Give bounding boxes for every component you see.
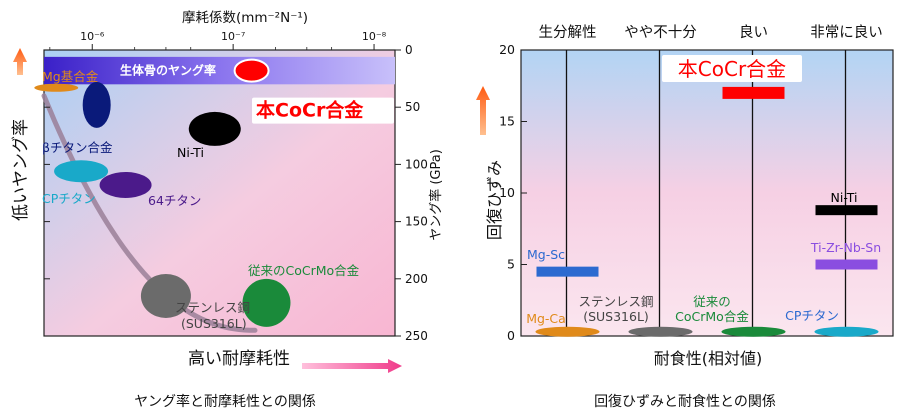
chart-strain-corrosion: 0 5 10 15 20 生分解性 やや不十分 良い 非常に良い 本CoCr合金 Ni-Ti Ti… — [476, 24, 894, 410]
point-label: 64チタン — [148, 193, 201, 208]
point-label: Ni-Ti — [177, 145, 204, 160]
points-right — [535, 86, 879, 337]
point-right — [814, 326, 879, 337]
highlight-label-box — [252, 97, 394, 124]
point-right — [536, 266, 599, 277]
point-right — [535, 326, 600, 337]
y-tick-label-r: 0 — [507, 328, 515, 343]
category-labels: 生分解性 やや不十分 良い 非常に良い — [539, 24, 883, 41]
point-left — [140, 273, 191, 318]
highlight-label-box-r — [662, 55, 802, 82]
points-left — [34, 58, 291, 327]
x-axis-title-top: 摩耗係数(mm⁻²N⁻¹) — [182, 9, 308, 26]
point-label: CPチタン — [42, 191, 96, 206]
y-tick-label: 0 — [405, 43, 413, 57]
y-tick-label: 100 — [405, 157, 428, 171]
x-tick-label: 10⁻⁷ — [221, 30, 245, 43]
x-axis-title-right-chart: 耐食性(相対値) — [654, 349, 763, 368]
point-left — [34, 83, 79, 92]
point-right — [628, 326, 693, 337]
y-tick-label-r: 5 — [507, 257, 515, 272]
x-tick-label: 10⁻⁶ — [80, 30, 105, 43]
y-tick-label: 250 — [405, 329, 428, 343]
point-label: βチタン合金 — [42, 140, 113, 155]
point-label-r: Mg-Sc — [527, 247, 565, 262]
left-direction-label: 低いヤング率 — [11, 119, 31, 221]
y-tick-label-r: 15 — [499, 114, 515, 129]
category-label: 生分解性 — [539, 24, 597, 41]
y-axis-title-right-chart: 回復ひずみ — [485, 160, 504, 240]
point-right — [815, 259, 878, 270]
bone-band-label: 生体骨のヤング率 — [120, 63, 216, 78]
bottom-direction-label: 高い耐摩耗性 — [188, 349, 290, 369]
point-right — [721, 326, 786, 337]
point-labels-right: 本CoCr合金 Ni-Ti Ti-Zr-Nb-Sn Mg-Sc Mg-Ca ステンレス鋼(… — [526, 55, 881, 326]
category-label: やや不十分 — [624, 24, 697, 41]
point-label-secondary: (SUS316L) — [181, 316, 247, 331]
point-label-r: Mg-Ca — [526, 311, 566, 326]
y-tick-label-r: 10 — [499, 185, 515, 200]
point-left — [242, 278, 291, 327]
point-label-r: Ti-Zr-Nb-Sn — [810, 240, 881, 255]
point-right — [815, 205, 878, 216]
point-label: ステンレス鋼 — [175, 300, 250, 315]
y-tick-label: 200 — [405, 272, 428, 286]
point-labels-left: 本CoCr合金 Mg基合金 βチタン合金 Ni-Ti CPチタン 64チタンステンレス鋼(… — [42, 69, 394, 331]
point-left — [233, 58, 270, 83]
point-label: Mg基合金 — [42, 69, 99, 84]
y-axis-title-right: ヤング率 (GPa) — [428, 149, 444, 241]
bone-band-rect — [44, 56, 395, 85]
y-tick-label: 150 — [405, 215, 428, 229]
point-label-r-secondary: CoCrMo合金 — [675, 309, 749, 324]
category-label: 非常に良い — [810, 24, 883, 41]
point-left — [99, 171, 152, 198]
x-ticks-top: 10⁻⁶ 10⁻⁷ 10⁻⁸ — [49, 30, 387, 50]
chart-young-wear: 生体骨のヤング率 10⁻⁶ 10⁻⁷ 10⁻⁸ 0 50 100 150 200 250 本C… — [11, 9, 444, 410]
chart-title-left: ヤング率と耐摩耗性との関係 — [134, 393, 316, 410]
point-left — [188, 111, 241, 146]
point-left — [82, 81, 111, 128]
plot-area-right — [520, 49, 894, 337]
y-ticks-right: 0 50 100 150 200 250 — [44, 43, 428, 343]
up-arrow-left-icon — [13, 48, 27, 75]
point-label-r: Ni-Ti — [831, 190, 858, 205]
y-tick-label-r: 20 — [499, 42, 515, 57]
point-left — [54, 160, 109, 183]
x-tick-label: 10⁻⁸ — [362, 30, 387, 43]
point-label: 本CoCr合金 — [256, 99, 364, 122]
point-label-r: CPチタン — [785, 308, 839, 323]
up-arrow-right-icon — [476, 86, 490, 135]
chart-title-right: 回復ひずみと耐食性との関係 — [594, 393, 776, 410]
category-label: 良い — [739, 24, 768, 41]
bone-band: 生体骨のヤング率 — [44, 56, 395, 85]
point-label: 従来のCoCrMo合金 — [248, 263, 360, 278]
point-label-r-secondary: (SUS316L) — [583, 309, 649, 324]
point-label-r: 本CoCr合金 — [678, 57, 786, 81]
point-label-r: 従来の — [693, 294, 731, 309]
point-label-r: ステンレス鋼 — [578, 294, 653, 309]
y-tick-label: 50 — [405, 100, 420, 114]
right-arrow-icon — [302, 359, 402, 373]
y-ticks-right-chart: 0 5 10 15 20 — [499, 42, 527, 343]
point-right — [722, 86, 785, 99]
